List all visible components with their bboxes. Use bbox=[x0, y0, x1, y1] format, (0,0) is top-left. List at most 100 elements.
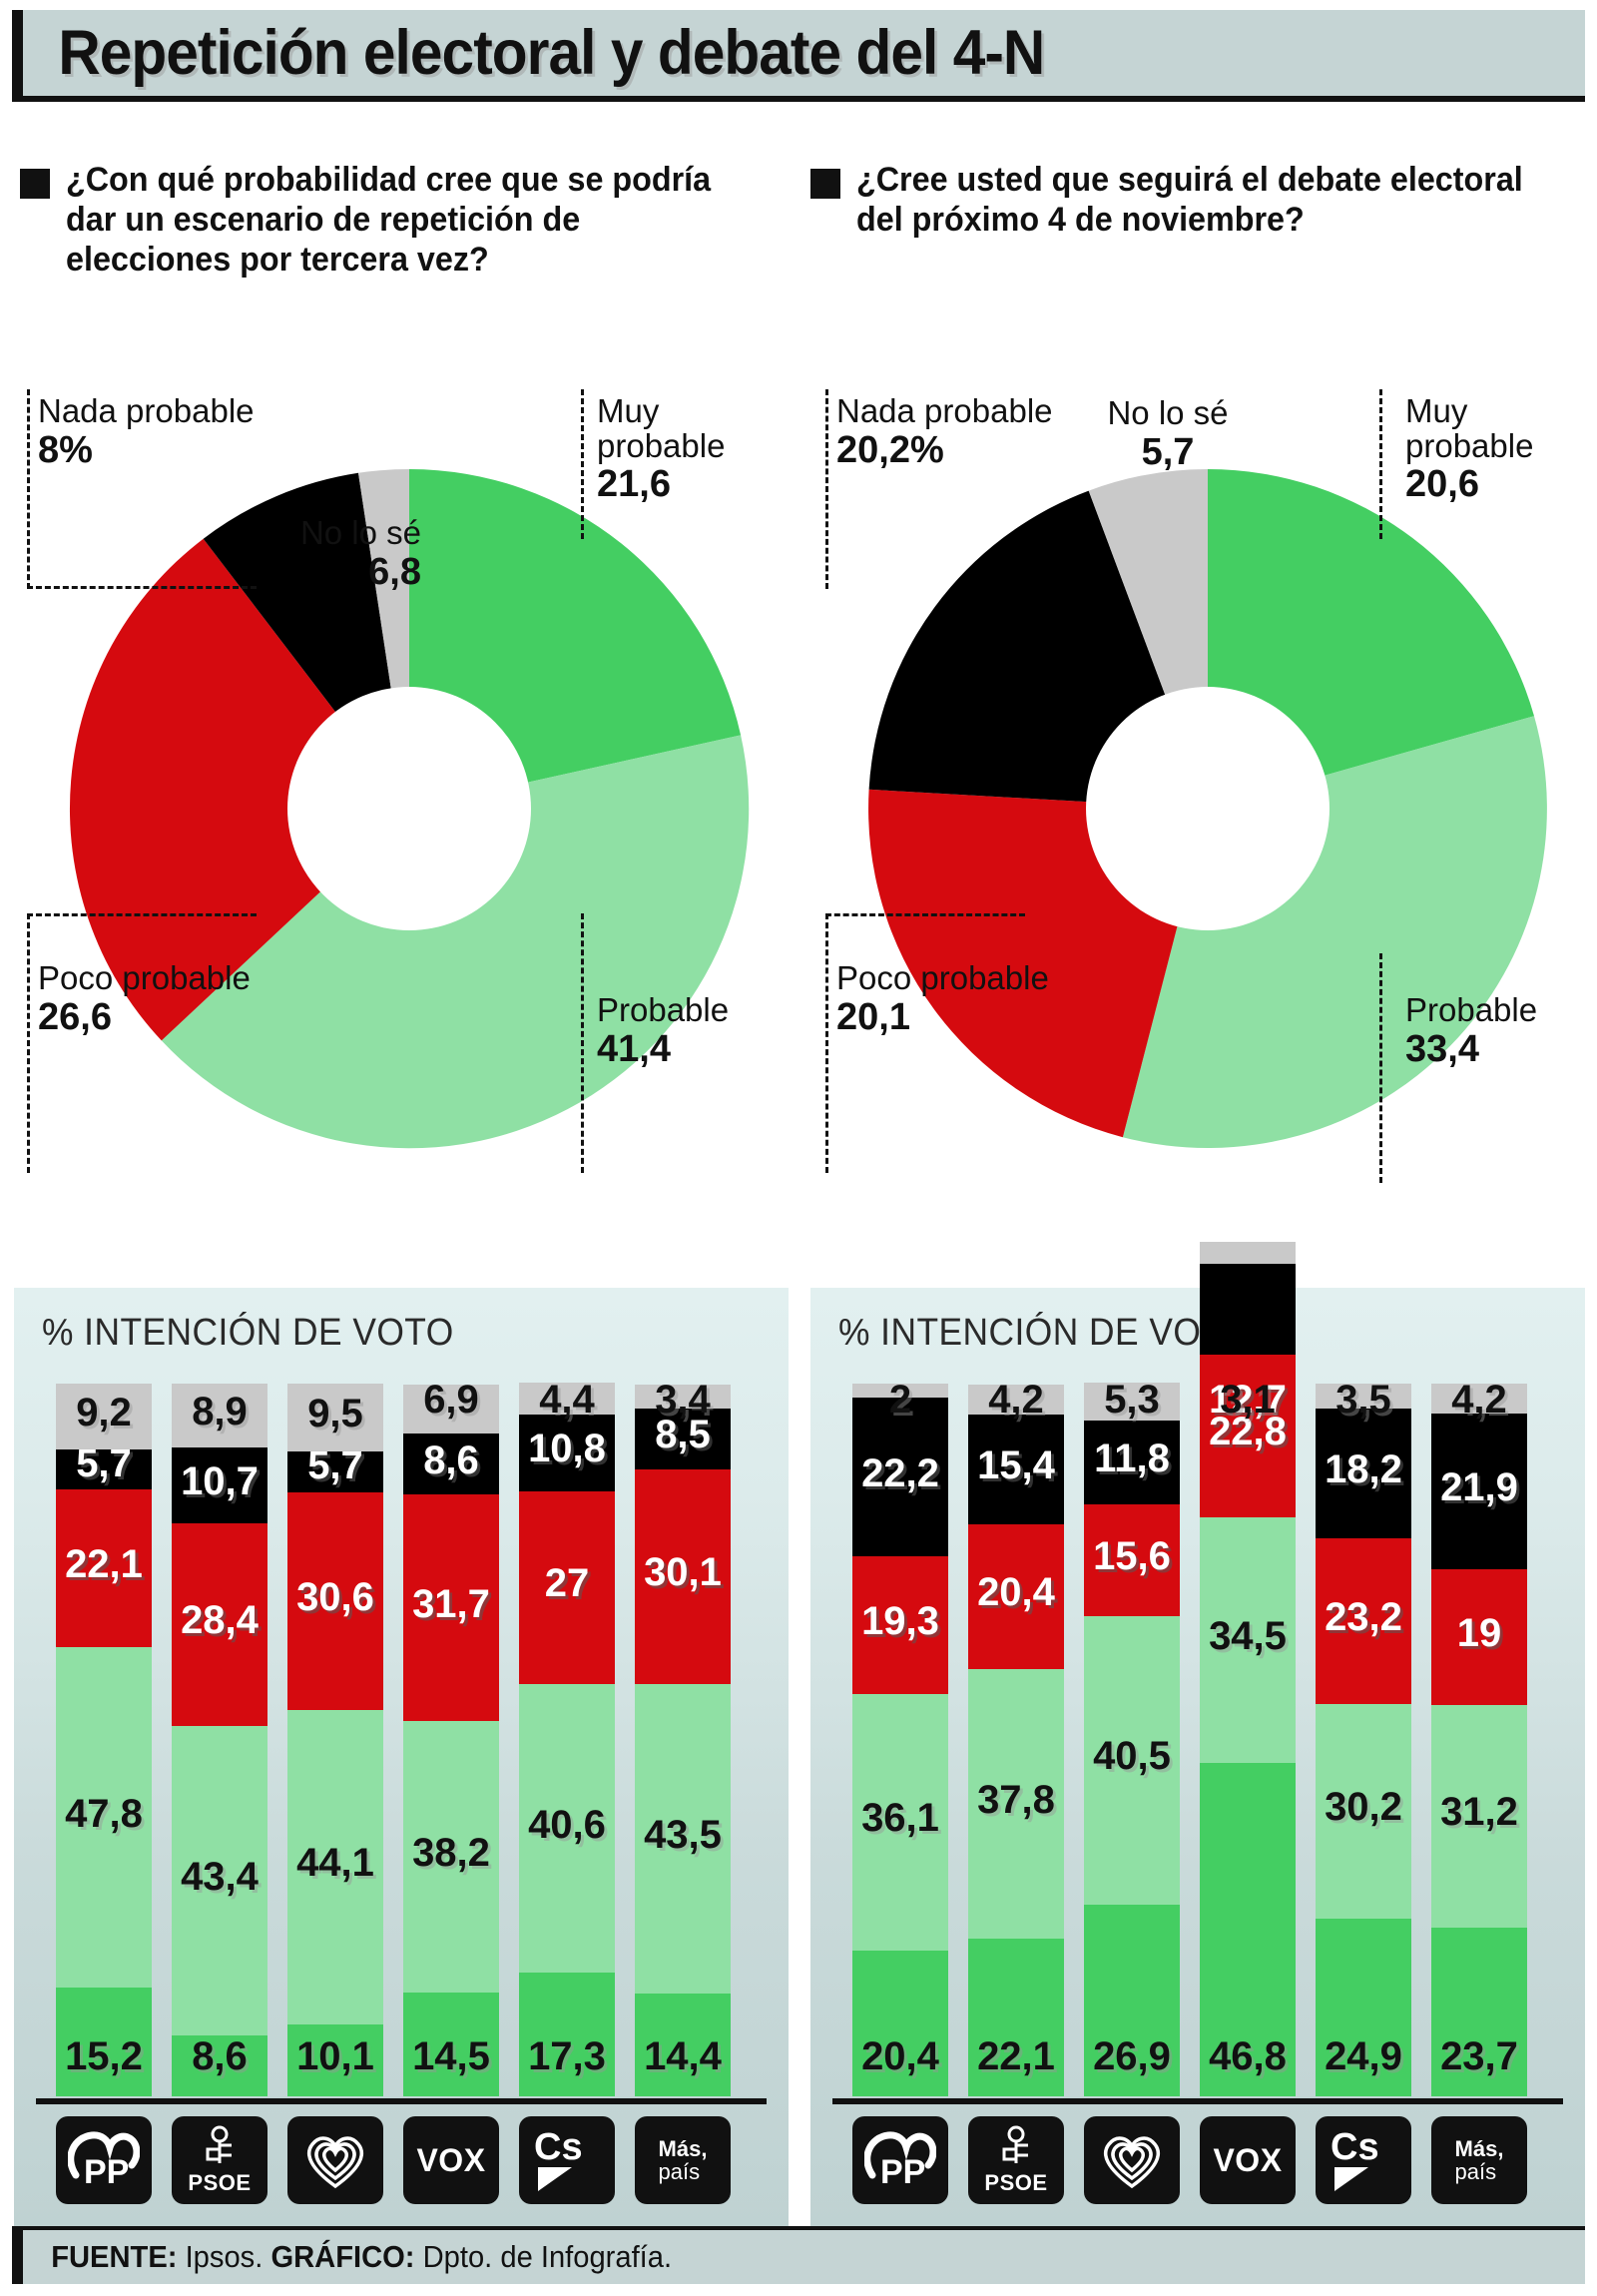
bar-segment-label: 15,2 bbox=[65, 2034, 143, 2078]
vox-logo-icon: VOX bbox=[1213, 2141, 1283, 2178]
bar-segment bbox=[403, 1494, 499, 1721]
bar-segment bbox=[56, 1384, 152, 1449]
bar-segment bbox=[287, 1491, 383, 1711]
bar-segment-label: 30,2 bbox=[1325, 1785, 1402, 1830]
party-logo-cs[interactable]: Cs bbox=[1316, 2116, 1411, 2204]
bar-segment-label: 8,5 bbox=[655, 1413, 711, 1457]
party-logo-vox[interactable]: VOX bbox=[403, 2116, 499, 2204]
donut-hole bbox=[287, 687, 531, 930]
label-poco-probable-line1: Poco probable bbox=[836, 959, 1049, 996]
label-nada-probable-line1: Nada probable bbox=[836, 392, 1053, 429]
cs-logo-icon: Cs bbox=[534, 2126, 583, 2191]
party-logo-más-país[interactable]: Más, país bbox=[635, 2116, 731, 2204]
bar-segment-label: 4,4 bbox=[539, 1378, 595, 1422]
bar-segment bbox=[519, 1973, 615, 2096]
bar-segment-label: 44,1 bbox=[296, 1841, 374, 1886]
bar-segment-label: 28,4 bbox=[181, 1598, 259, 1643]
leader-line-nada bbox=[27, 389, 30, 589]
bar-column: 14,5 38,2 31,7 8,6 6,9 bbox=[403, 1378, 499, 2096]
label-poco-probable-value: 26,6 bbox=[38, 995, 112, 1038]
party-logo-vox[interactable]: VOX bbox=[1200, 2116, 1296, 2204]
bar-segment bbox=[56, 1647, 152, 1989]
bar-segment-label: 47,8 bbox=[65, 1791, 143, 1836]
party-logo-row-right: PP PSOE VOX Cs Más, país bbox=[810, 2116, 1585, 2212]
page-title: Repetición electoral y debate del 4-N bbox=[58, 18, 1045, 88]
party-logo-cs[interactable]: Cs bbox=[519, 2116, 615, 2204]
bar-segment-label: 3,5 bbox=[1335, 1378, 1391, 1422]
donut-svg-repeticion bbox=[69, 468, 750, 1149]
baseline-rule bbox=[832, 2098, 1563, 2104]
bar-segment bbox=[852, 1555, 948, 1694]
party-logo-up[interactable] bbox=[287, 2116, 383, 2204]
bar-segment bbox=[852, 1398, 948, 1556]
bar-segment-label: 3,1 bbox=[1220, 1378, 1276, 1422]
vox-logo-icon: VOX bbox=[416, 2141, 486, 2178]
bar-chart-repeticion: 15,2 47,8 22,1 5,7 9,2 8,6 43,4 28,4 10,7 8,9 10,1… bbox=[14, 1378, 789, 2096]
bar-segment-label: 26,9 bbox=[1093, 2034, 1171, 2078]
label-probable-value: 33,4 bbox=[1405, 1027, 1479, 1070]
leader-line-poco bbox=[27, 913, 30, 1173]
bar-segment-label: 40,5 bbox=[1093, 1734, 1171, 1779]
bar-segment-label: 30,6 bbox=[296, 1574, 374, 1619]
party-logo-más-país[interactable]: Más, país bbox=[1431, 2116, 1527, 2204]
party-logo-pp[interactable]: PP bbox=[852, 2116, 948, 2204]
bar-segment bbox=[287, 2023, 383, 2096]
party-logo-pp[interactable]: PP bbox=[56, 2116, 152, 2204]
bar-column: 46,8 34,5 22,8 12,7 3,1 bbox=[1200, 1241, 1296, 2096]
bar-segment-label: 2 bbox=[888, 1378, 912, 1422]
bar-chart-debate: 20,4 36,1 19,3 22,2 2 22,1 37,8 20,4 15,4 4,2 26,9… bbox=[810, 1241, 1585, 2096]
source-value: Ipsos. bbox=[185, 2239, 264, 2274]
party-logo-psoe[interactable]: PSOE bbox=[968, 2116, 1064, 2204]
leader-line-poco-h bbox=[825, 913, 1025, 916]
bar-segment-label: 8,6 bbox=[192, 2034, 248, 2078]
bar-segment bbox=[519, 1490, 615, 1684]
bar-segment bbox=[1200, 1354, 1296, 1517]
bar-segment-label: 8,9 bbox=[192, 1389, 248, 1434]
label-nada-probable-line1: Nada probable bbox=[38, 392, 255, 429]
slice-probable bbox=[161, 735, 750, 1149]
label-poco-probable: Poco probable 26,6 bbox=[38, 960, 251, 1039]
bar-segment bbox=[1431, 1414, 1527, 1570]
bar-segment-label: 19,3 bbox=[861, 1598, 939, 1643]
label-probable-line1: Probable bbox=[1405, 991, 1538, 1028]
bar-panel-debate: % INTENCIÓN DE VOTO 20,4 36,1 19,3 22,2 2 22,… bbox=[810, 1241, 1585, 2226]
bar-segment bbox=[519, 1414, 615, 1491]
bar-segment bbox=[968, 1669, 1064, 1940]
bar-segment bbox=[1084, 1383, 1180, 1422]
bar-segment bbox=[968, 1939, 1064, 2096]
label-nada-probable: Nada probable 8% bbox=[38, 392, 255, 472]
bar-segment-label: 18,2 bbox=[1325, 1446, 1402, 1491]
bar-segment-label: 31,7 bbox=[412, 1581, 490, 1626]
pp-logo-icon: PP bbox=[68, 2131, 140, 2189]
bar-segment-label: 22,1 bbox=[65, 1542, 143, 1587]
bar-segment-label: 11,8 bbox=[1094, 1436, 1170, 1481]
bar-segment-label: 30,1 bbox=[644, 1550, 722, 1595]
bar-segment-label: 20,4 bbox=[977, 1570, 1055, 1615]
label-nada-probable: Nada probable 20,2% bbox=[836, 392, 1053, 472]
bar-segment-label: 22,2 bbox=[861, 1450, 939, 1495]
bar-segment-label: 10,8 bbox=[528, 1427, 606, 1471]
bar-segment bbox=[1200, 1516, 1296, 1763]
bar-segment bbox=[287, 1450, 383, 1492]
bar-segment bbox=[287, 1710, 383, 2024]
bar-segment-label: 4,2 bbox=[988, 1378, 1044, 1422]
leader-line-poco-h bbox=[27, 913, 257, 916]
bar-segment-label: 10,7 bbox=[181, 1458, 259, 1503]
svg-text:PP: PP bbox=[880, 2153, 925, 2189]
label-muy-probable: Muy probable 21,6 bbox=[597, 393, 789, 507]
bar-segment-label: 21,9 bbox=[1440, 1465, 1518, 1510]
bar-segment bbox=[1200, 1264, 1296, 1355]
party-logo-up[interactable] bbox=[1084, 2116, 1180, 2204]
donut-hole bbox=[1086, 687, 1330, 930]
bar-segment bbox=[403, 1434, 499, 1495]
bar-segment-label: 36,1 bbox=[861, 1796, 939, 1841]
bar-segment-label: 38,2 bbox=[412, 1831, 490, 1876]
bar-column: 14,4 43,5 30,1 8,5 3,4 bbox=[635, 1378, 731, 2096]
bar-segment-label: 34,5 bbox=[1209, 1613, 1287, 1658]
bar-segment bbox=[287, 1384, 383, 1451]
bar-segment bbox=[1084, 1904, 1180, 2096]
party-logo-psoe[interactable]: PSOE bbox=[172, 2116, 267, 2204]
donut-chart-repeticion: Nada probable 8% Muy probable 21,6 No lo… bbox=[27, 389, 789, 1273]
bar-segment-label: 23,2 bbox=[1325, 1594, 1402, 1639]
